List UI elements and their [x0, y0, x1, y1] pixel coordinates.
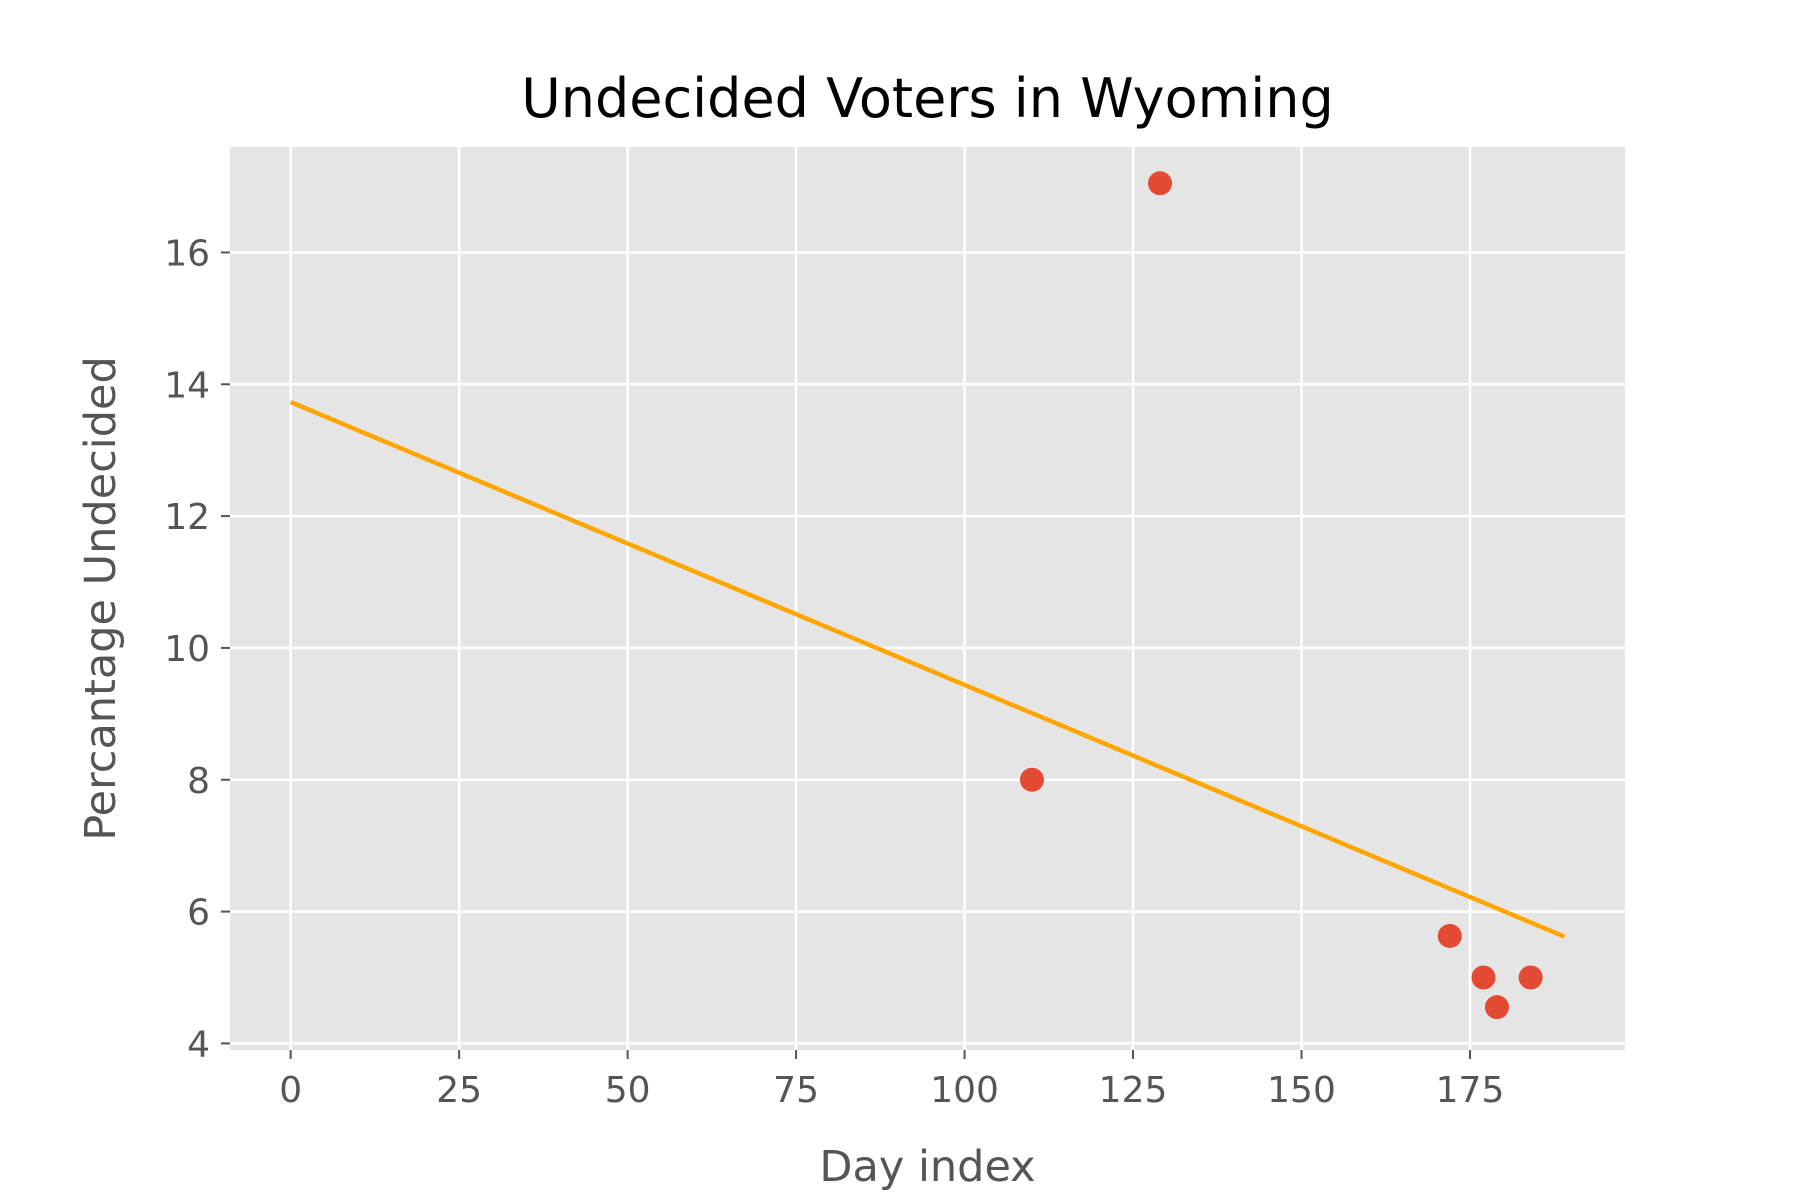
x-tick-label: 75 — [773, 1070, 819, 1111]
x-tick-label: 100 — [930, 1070, 999, 1111]
grid — [230, 147, 1625, 1050]
trend-line — [289, 400, 1566, 939]
y-tick-label: 6 — [187, 893, 210, 934]
y-tick-label: 8 — [187, 761, 210, 802]
x-tick-label: 175 — [1436, 1070, 1505, 1111]
x-tick-label: 0 — [279, 1070, 302, 1111]
y-tick-label: 4 — [187, 1024, 210, 1065]
y-tick-label: 10 — [164, 629, 210, 670]
y-tick-label: 16 — [164, 233, 210, 274]
axis-ticks: 0 25 50 75 100 125 150 175 4 6 8 10 12 14 16 — [164, 233, 1504, 1111]
x-tick-label: 150 — [1267, 1070, 1336, 1111]
y-tick-label: 14 — [164, 365, 210, 406]
x-tick-label: 25 — [436, 1070, 482, 1111]
x-tick-label: 125 — [1099, 1070, 1168, 1111]
chart-title: Undecided Voters in Wyoming — [521, 67, 1334, 130]
data-point — [1484, 995, 1509, 1020]
data-point — [1471, 965, 1496, 990]
plot-area — [230, 147, 1625, 1050]
x-axis-label: Day index — [819, 1142, 1035, 1192]
y-tick-label: 12 — [164, 497, 210, 538]
data-point — [1518, 965, 1543, 990]
data-point — [1437, 923, 1462, 948]
data-point — [1019, 767, 1044, 792]
data-points — [1019, 171, 1543, 1020]
y-axis-label: Percantage Undecided — [76, 356, 126, 841]
x-tick-label: 50 — [605, 1070, 651, 1111]
trend-line-layer — [289, 400, 1566, 939]
data-point — [1148, 171, 1172, 196]
